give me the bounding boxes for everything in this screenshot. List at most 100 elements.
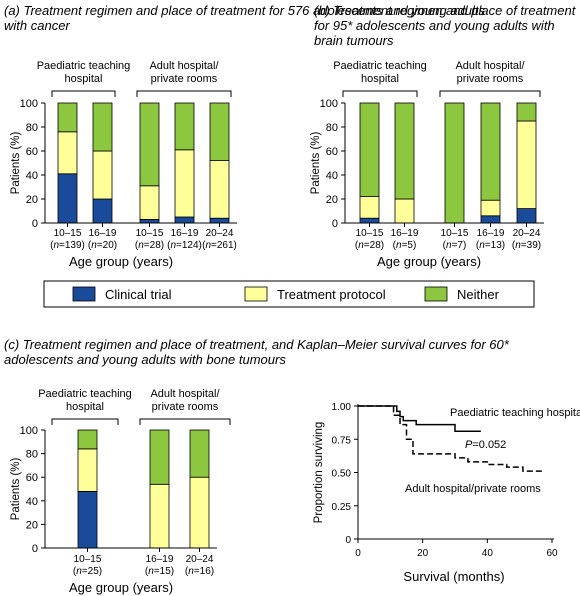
panel-title: with cancer — [4, 18, 70, 33]
legend-swatch — [72, 286, 96, 302]
bar-segment-treatment-protocol — [516, 120, 537, 209]
x-axis-label: Age group (years) — [69, 580, 173, 595]
km-x-tick-label: 0 — [355, 548, 361, 559]
bar-segment-treatment-protocol — [149, 483, 170, 549]
x-axis-label: Age group (years) — [69, 254, 173, 269]
x-category-label: 10–15 — [74, 554, 102, 565]
panel-title: for 95* adolescents and young adults wit… — [314, 18, 555, 33]
panel-title: (a) Treatment regimen and place of treat… — [4, 3, 486, 18]
x-n-label: (n=124) — [167, 240, 202, 251]
y-tick-label: 0 — [32, 218, 38, 230]
bar-segment-clinical-trial — [174, 216, 195, 224]
x-category-label: 10–15 — [136, 228, 164, 239]
km-x-tick-label: 20 — [417, 548, 429, 559]
x-n-label: (n=39) — [512, 240, 541, 251]
km-x-axis-label: Survival (months) — [403, 569, 504, 584]
panel-title: adolescents and young adults with bone t… — [4, 352, 286, 367]
bar-segment-neither — [174, 102, 195, 151]
bar-segment-treatment-protocol — [394, 198, 415, 224]
bar-panel-a: (a) Treatment regimen and place of treat… — [4, 3, 486, 269]
x-n-label: (n=13) — [476, 240, 505, 251]
x-category-label: 16–19 — [89, 228, 117, 239]
x-category-label: 10–15 — [54, 228, 82, 239]
bar-panel-b: (b) Treatment regimen and place of treat… — [310, 3, 577, 269]
bar-panel-c: (c) Treatment regimen and place of treat… — [4, 337, 510, 595]
legend: Clinical trial Treatment protocol Neither — [43, 280, 535, 308]
bar-segment-clinical-trial — [139, 218, 160, 224]
group-label: Paediatric teaching — [333, 60, 427, 72]
legend-swatch — [244, 286, 268, 302]
y-tick-label: 60 — [26, 146, 38, 158]
bar-segment-neither — [480, 102, 501, 201]
bar-segment-treatment-protocol — [139, 185, 160, 220]
x-n-label: (n=15) — [145, 566, 174, 577]
group-bracket — [139, 418, 231, 425]
y-tick-label: 20 — [26, 519, 38, 531]
legend-box — [43, 280, 535, 308]
x-n-label: (n=25) — [73, 566, 102, 577]
x-category-label: 16–19 — [477, 228, 505, 239]
bar-segment-neither — [359, 102, 380, 197]
bar-segment-clinical-trial — [516, 208, 537, 224]
bar-segment-treatment-protocol — [92, 150, 113, 200]
x-n-label: (n=7) — [443, 240, 467, 251]
km-y-tick-label: 0.25 — [332, 502, 352, 513]
group-bracket — [51, 418, 119, 425]
y-tick-label: 60 — [326, 146, 338, 158]
group-label: private rooms — [151, 73, 218, 85]
y-axis-label: Patients (%) — [10, 132, 22, 195]
bar-segment-neither — [77, 429, 98, 450]
bar-segment-neither — [92, 102, 113, 152]
y-tick-label: 20 — [326, 194, 338, 206]
km-y-tick-label: 1.00 — [332, 402, 352, 413]
bar-segment-treatment-protocol — [77, 448, 98, 492]
x-category-label: 20–24 — [186, 554, 214, 565]
group-label: Adult hospital/ — [149, 60, 219, 72]
y-tick-label: 0 — [332, 218, 338, 230]
bar-segment-treatment-protocol — [359, 196, 380, 219]
km-x-tick-label: 40 — [482, 548, 494, 559]
y-tick-label: 40 — [26, 170, 38, 182]
x-category-label: 16–19 — [146, 554, 174, 565]
panel-title: (c) Treatment regimen and place of treat… — [4, 337, 510, 352]
group-label: Adult hospital/ — [150, 388, 220, 400]
bar-segment-clinical-trial — [57, 173, 78, 224]
y-tick-label: 60 — [26, 472, 38, 484]
bar-segment-neither — [394, 102, 415, 200]
y-tick-label: 0 — [32, 543, 38, 555]
km-y-tick-label: 0.75 — [332, 435, 352, 446]
x-n-label: (n=5) — [393, 240, 417, 251]
group-bracket — [51, 90, 116, 97]
group-label: hospital — [66, 401, 104, 413]
x-n-label: (n=28) — [135, 240, 164, 251]
bar-segment-clinical-trial — [92, 198, 113, 224]
panel-title: (b) Treatment regimen and place of treat… — [314, 3, 577, 18]
bar-segment-neither — [57, 102, 78, 133]
group-label: hospital — [361, 73, 399, 85]
x-n-label: (n=28) — [355, 240, 384, 251]
bar-segment-treatment-protocol — [189, 476, 210, 549]
group-bracket — [439, 90, 541, 97]
x-n-label: (n=261) — [202, 240, 237, 251]
y-tick-label: 100 — [320, 98, 338, 110]
legend-label: Neither — [457, 287, 500, 302]
x-n-label: (n=16) — [185, 566, 214, 577]
bar-segment-clinical-trial — [209, 217, 230, 224]
bar-segment-neither — [189, 429, 210, 478]
x-category-label: 20–24 — [513, 228, 541, 239]
bar-segment-treatment-protocol — [57, 131, 78, 175]
y-tick-label: 80 — [26, 449, 38, 461]
bar-segment-treatment-protocol — [174, 149, 195, 218]
km-series-label: Paediatric teaching hospital — [450, 407, 580, 419]
km-y-tick-label: 0 — [345, 535, 351, 546]
bar-segment-clinical-trial — [480, 215, 501, 224]
y-tick-label: 20 — [26, 194, 38, 206]
km-y-tick-label: 0.50 — [332, 469, 352, 480]
x-category-label: 16–19 — [391, 228, 419, 239]
y-tick-label: 100 — [20, 425, 38, 437]
x-category-label: 10–15 — [356, 228, 384, 239]
km-curve-adult — [358, 405, 543, 472]
group-bracket — [342, 90, 418, 97]
bar-segment-treatment-protocol — [480, 199, 501, 217]
